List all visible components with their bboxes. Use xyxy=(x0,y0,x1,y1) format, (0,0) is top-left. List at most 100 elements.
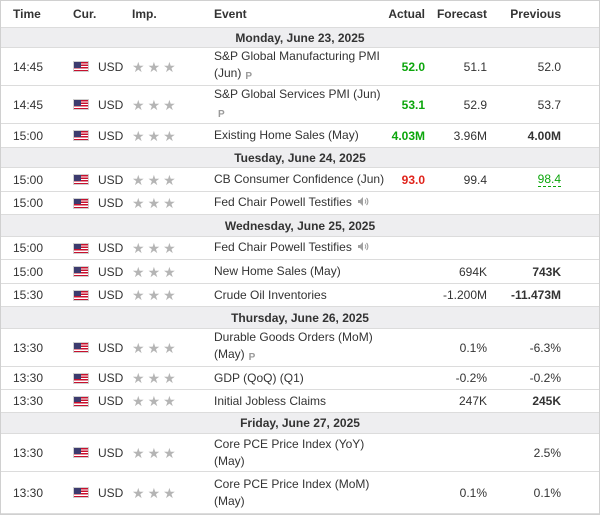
star-icon: ★ xyxy=(132,263,145,280)
us-flag-canton xyxy=(74,267,81,273)
event-currency: USD xyxy=(73,265,123,279)
event-name[interactable]: Fed Chair Powell Testifies xyxy=(214,239,386,257)
table-row[interactable]: 15:00 USD ★ ★ ★ Existing Home Sales (May) 4.03… xyxy=(1,124,599,148)
table-row[interactable]: 13:30 USD ★ ★ ★ Initial Jobless Claims 247K 245… xyxy=(1,390,599,413)
star-icon: ★ xyxy=(132,484,145,501)
forecast-value: 3.96M xyxy=(453,128,487,143)
table-row[interactable]: 15:00 USD ★ ★ ★ Fed Chair Powell Testifies xyxy=(1,237,599,260)
currency-code: USD xyxy=(98,172,124,187)
star-icon: ★ xyxy=(147,263,161,280)
currency-code: USD xyxy=(98,340,124,355)
event-time: 14:45 xyxy=(13,59,44,74)
previous-value: 245K xyxy=(532,394,561,408)
us-flag-canton xyxy=(74,488,81,494)
star-icon: ★ xyxy=(132,370,145,386)
star-icon: ★ xyxy=(147,96,161,113)
importance-stars: ★ ★ ★ xyxy=(132,486,179,500)
table-row[interactable]: 13:30 USD ★ ★ ★ Durable Goods Orders (MoM) (M… xyxy=(1,329,599,367)
event-name[interactable]: GDP (QoQ) (Q1) xyxy=(214,370,386,387)
us-flag-canton xyxy=(74,343,81,349)
table-row[interactable]: 13:30 USD ★ ★ ★ Core PCE Price Index (YoY) (M… xyxy=(1,434,599,472)
currency-code: USD xyxy=(98,264,124,279)
day-header-row: Thursday, June 26, 2025 xyxy=(1,307,599,329)
header-importance: Imp. xyxy=(132,7,157,21)
us-flag-canton xyxy=(74,243,81,249)
previous-value: 53.7 xyxy=(537,97,561,112)
event-name[interactable]: Initial Jobless Claims xyxy=(214,393,386,410)
header-forecast: Forecast xyxy=(436,7,487,21)
importance-stars: ★ ★ ★ xyxy=(132,98,179,112)
star-icon: ★ xyxy=(147,58,161,75)
table-row[interactable]: 15:00 USD ★ ★ ★ New Home Sales (May) 694K 743K xyxy=(1,260,599,284)
event-name[interactable]: New Home Sales (May) xyxy=(214,263,386,280)
event-name[interactable]: Crude Oil Inventories xyxy=(214,287,386,304)
previous-value: -11.473M xyxy=(510,288,561,302)
actual-value: 52.0 xyxy=(401,59,425,74)
event-name-text[interactable]: Durable Goods Orders (MoM) (May) xyxy=(214,330,373,361)
event-name[interactable]: Durable Goods Orders (MoM) (May) P xyxy=(214,329,386,366)
event-currency: USD xyxy=(73,341,123,355)
event-currency: USD xyxy=(73,371,123,385)
event-currency: USD xyxy=(73,196,123,210)
event-name-text[interactable]: Fed Chair Powell Testifies xyxy=(214,195,352,209)
event-name[interactable]: S&P Global Services PMI (Jun) P xyxy=(214,86,386,123)
forecast-value: -0.2% xyxy=(455,371,487,385)
event-name-text[interactable]: Existing Home Sales (May) xyxy=(214,128,359,142)
event-name-text[interactable]: Core PCE Price Index (MoM) (May) xyxy=(214,476,370,508)
table-row[interactable]: 13:30 USD ★ ★ ★ GDP (QoQ) (Q1) -0.2% -0.2% xyxy=(1,367,599,390)
star-icon: ★ xyxy=(163,287,176,303)
day-label: Thursday, June 26, 2025 xyxy=(231,310,369,325)
us-flag-canton xyxy=(74,62,81,68)
table-row[interactable]: 13:30 USD ★ ★ ★ Core PCE Price Index (MoM) (M… xyxy=(1,472,599,514)
header-time: Time xyxy=(13,7,41,21)
importance-stars: ★ ★ ★ xyxy=(132,265,179,279)
previous-value: 2.5% xyxy=(533,445,561,460)
event-name[interactable]: Core PCE Price Index (MoM) (May) xyxy=(214,476,386,510)
event-name-text[interactable]: Crude Oil Inventories xyxy=(214,287,327,302)
table-row[interactable]: 14:45 USD ★ ★ ★ S&P Global Services PMI (Jun)… xyxy=(1,86,599,124)
event-time: 15:00 xyxy=(13,196,44,210)
event-name[interactable]: Existing Home Sales (May) xyxy=(214,127,386,144)
event-name-text[interactable]: Fed Chair Powell Testifies xyxy=(214,240,352,254)
event-name[interactable]: Core PCE Price Index (YoY) (May) xyxy=(214,436,386,470)
us-flag-canton xyxy=(74,373,81,379)
currency-code: USD xyxy=(98,288,124,302)
event-name[interactable]: Fed Chair Powell Testifies xyxy=(214,194,386,212)
star-icon: ★ xyxy=(147,339,161,356)
table-row[interactable]: 15:00 USD ★ ★ ★ Fed Chair Powell Testifies xyxy=(1,192,599,215)
event-time: 13:30 xyxy=(13,340,44,355)
table-row[interactable]: 15:00 USD ★ ★ ★ CB Consumer Confidence (Jun) 9… xyxy=(1,168,599,192)
event-name-text[interactable]: CB Consumer Confidence (Jun) xyxy=(214,172,385,186)
event-time: 13:30 xyxy=(13,371,44,385)
event-time: 15:00 xyxy=(13,172,44,187)
us-flag-canton xyxy=(74,175,81,181)
forecast-value: -1.200M xyxy=(442,288,487,302)
event-name-text[interactable]: New Home Sales (May) xyxy=(214,264,341,278)
event-name-text[interactable]: GDP (QoQ) (Q1) xyxy=(214,370,304,385)
event-name-text[interactable]: S&P Global Manufacturing PMI (Jun) xyxy=(214,49,380,80)
previous-value: -0.2% xyxy=(529,371,561,385)
event-name-text[interactable]: Core PCE Price Index (YoY) (May) xyxy=(214,436,365,468)
event-currency: USD xyxy=(73,129,123,143)
importance-stars: ★ ★ ★ xyxy=(132,129,179,143)
event-name-text[interactable]: S&P Global Services PMI (Jun) xyxy=(214,87,381,101)
forecast-value: 51.1 xyxy=(463,59,487,74)
star-icon: ★ xyxy=(147,287,161,303)
table-row[interactable]: 15:30 USD ★ ★ ★ Crude Oil Inventories -1.200M -… xyxy=(1,284,599,307)
previous-value: 743K xyxy=(532,264,561,279)
us-flag-canton xyxy=(74,198,81,204)
forecast-value: 694K xyxy=(458,264,487,279)
event-name[interactable]: S&P Global Manufacturing PMI (Jun) P xyxy=(214,48,386,85)
event-name[interactable]: CB Consumer Confidence (Jun) xyxy=(214,171,386,188)
event-currency: USD xyxy=(73,60,123,74)
event-time: 15:30 xyxy=(13,288,44,302)
star-icon: ★ xyxy=(132,240,145,256)
event-name-text[interactable]: Initial Jobless Claims xyxy=(214,393,327,408)
star-icon: ★ xyxy=(163,240,176,256)
header-currency: Cur. xyxy=(73,7,97,21)
importance-stars: ★ ★ ★ xyxy=(132,173,179,187)
table-row[interactable]: 14:45 USD ★ ★ ★ S&P Global Manufacturing PMI … xyxy=(1,48,599,86)
event-currency: USD xyxy=(73,241,123,255)
day-header-row: Friday, June 27, 2025 xyxy=(1,413,599,434)
us-flag-icon xyxy=(73,289,89,301)
